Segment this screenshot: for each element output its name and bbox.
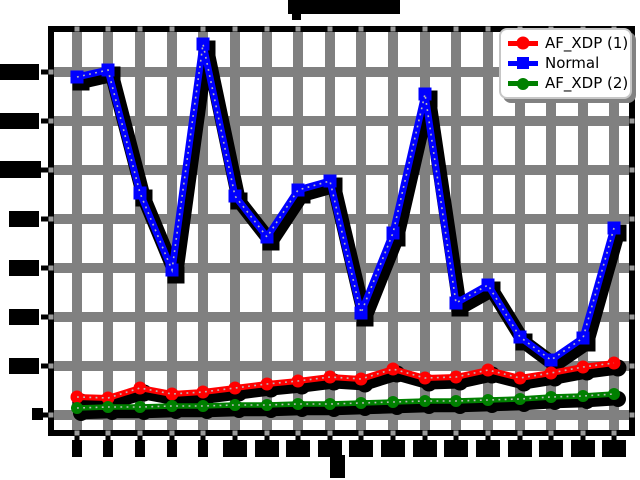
y-tick-label-redacted: [0, 161, 41, 178]
tick-marks: [41, 69, 617, 443]
title-redacted: [292, 14, 301, 20]
legend-sample: [508, 56, 538, 71]
square-marker-icon: [323, 174, 337, 188]
legend-item-normal: Normal: [508, 53, 624, 73]
x-tick-label-redacted: [539, 440, 563, 457]
square-marker-icon: [544, 353, 558, 367]
x-tick-label-redacted: [413, 440, 437, 457]
square-marker-icon: [260, 230, 274, 244]
y-tick-label-redacted: [0, 113, 39, 129]
square-marker-icon: [228, 189, 242, 203]
y-tick-label-redacted: [0, 64, 39, 80]
circle-marker-icon: [545, 391, 557, 403]
square-marker-icon: [354, 306, 368, 320]
circle-marker-icon: [516, 36, 530, 50]
x-tick-label-redacted: [444, 440, 468, 457]
y-tick-label-redacted: [9, 358, 39, 374]
y-tick-label-redacted: [32, 408, 43, 420]
circle-marker-icon: [133, 381, 147, 395]
title-redacted: [288, 0, 400, 14]
left-spine: [48, 26, 54, 436]
circle-marker-icon: [354, 372, 368, 386]
square-marker-icon: [481, 278, 495, 292]
square-marker-icon: [196, 37, 210, 51]
x-tick-label-redacted: [135, 440, 145, 457]
circle-marker-icon: [323, 370, 337, 384]
circle-marker-icon: [386, 362, 400, 376]
circle-marker-icon: [196, 385, 210, 399]
square-marker-icon: [517, 57, 529, 70]
legend-sample: [508, 36, 538, 51]
square-marker-icon: [418, 87, 432, 101]
square-marker-icon: [576, 331, 590, 345]
x-tick-label-redacted: [198, 440, 208, 457]
y-tick-label-redacted: [9, 211, 39, 227]
y-tick-label-redacted: [9, 260, 39, 276]
circle-marker-icon: [197, 400, 209, 412]
circle-marker-icon: [514, 393, 526, 405]
x-tick-label-redacted: [571, 440, 595, 457]
square-marker-icon: [449, 296, 463, 310]
x-tick-label-redacted: [223, 440, 247, 457]
x-tick-label-redacted: [255, 440, 279, 457]
x-tick-label-redacted: [103, 440, 113, 457]
circle-marker-icon: [261, 399, 273, 411]
circle-marker-icon: [513, 371, 527, 385]
circle-marker-icon: [544, 366, 558, 380]
x-tick-label-redacted: [508, 440, 532, 457]
top-spine: [48, 26, 635, 32]
square-marker-icon: [386, 226, 400, 240]
x-tick-label-redacted: [381, 440, 405, 457]
circle-marker-icon: [517, 77, 529, 90]
circle-marker-icon: [324, 398, 336, 410]
legend-label: AF_XDP (2): [545, 74, 629, 93]
series-af-xdp-2-: [71, 388, 626, 421]
x-tick-label-redacted: [349, 440, 373, 457]
circle-marker-icon: [165, 387, 179, 401]
series-af-xdp-1-: [70, 356, 627, 412]
legend-label: AF_XDP (1): [545, 33, 629, 52]
legend-item-af-xdp-1: AF_XDP (1): [508, 33, 628, 53]
circle-marker-icon: [577, 390, 589, 402]
circle-marker-icon: [355, 397, 367, 409]
x-tick-label-redacted: [167, 440, 177, 457]
square-marker-icon: [607, 221, 621, 235]
square-marker-icon: [291, 183, 305, 197]
circle-marker-icon: [166, 400, 178, 412]
x-axis-label-redacted: [330, 455, 345, 478]
x-tick-label-redacted: [72, 440, 82, 457]
x-tick-label-redacted: [318, 440, 342, 457]
circle-marker-icon: [482, 394, 494, 406]
x-tick-label-redacted: [476, 440, 500, 457]
circle-marker-icon: [292, 398, 304, 410]
circle-marker-icon: [481, 363, 495, 377]
redacted-text: [0, 0, 626, 478]
right-spine: [629, 26, 635, 436]
circle-marker-icon: [608, 388, 620, 400]
bottom-spine: [48, 430, 635, 436]
y-tick-label-redacted: [9, 309, 39, 325]
x-tick-label-redacted: [286, 440, 310, 457]
circle-marker-icon: [229, 399, 241, 411]
x-tick-label-redacted: [602, 440, 626, 457]
circle-marker-icon: [228, 381, 242, 395]
square-marker-icon: [513, 330, 527, 344]
circle-marker-icon: [387, 396, 399, 408]
legend: AF_XDP (1) Normal AF_XDP (2): [499, 28, 632, 99]
legend-item-af-xdp-2: AF_XDP (2): [508, 74, 628, 94]
legend-sample: [508, 76, 538, 91]
square-marker-icon: [133, 186, 147, 200]
legend-label: Normal: [545, 53, 600, 72]
